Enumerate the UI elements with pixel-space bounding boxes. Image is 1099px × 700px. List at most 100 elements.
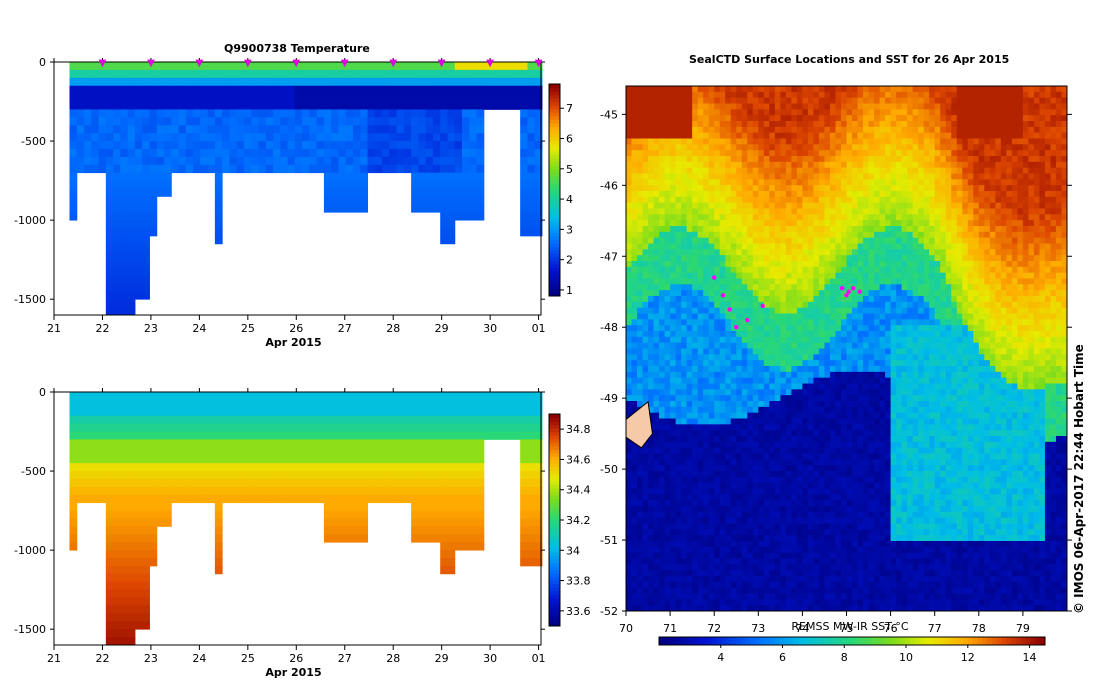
sst-cell [802, 214, 809, 221]
section-cell [411, 148, 419, 158]
section-cell [127, 141, 136, 150]
sst-cell [857, 115, 864, 122]
section-cell [309, 415, 318, 425]
section-cell [527, 526, 536, 535]
section-cell [200, 447, 209, 456]
sst-cell [995, 191, 1002, 198]
section-cell [127, 407, 136, 417]
sst-cell [774, 161, 781, 169]
section-cell [476, 93, 485, 102]
sst-cell [967, 91, 974, 99]
section-cell [142, 565, 150, 575]
sst-cell [1028, 121, 1035, 128]
section-cell [309, 455, 318, 464]
section-cell [200, 101, 209, 110]
sst-cell [648, 237, 654, 244]
section-cell [84, 69, 92, 79]
section-cell [69, 212, 78, 221]
section-cell [345, 148, 354, 158]
section-cell [156, 172, 165, 181]
sst-cell [984, 220, 991, 227]
section-cell [338, 510, 347, 519]
sst-cell [1033, 173, 1040, 180]
sst-cell [995, 86, 1002, 93]
section-cell [178, 77, 187, 87]
section-cell [462, 431, 470, 440]
sst-cell [703, 109, 710, 116]
sst-cell [907, 156, 914, 163]
section-cell [163, 431, 172, 440]
section-cell [374, 431, 383, 440]
section-cell [280, 392, 289, 401]
section-cell [374, 141, 383, 150]
sst-cell [995, 109, 1002, 116]
sst-cell [1028, 150, 1035, 157]
section-cell [200, 62, 209, 71]
section-cell [287, 486, 296, 496]
sst-cell [956, 202, 963, 209]
section-cell [462, 542, 470, 551]
sst-cell [1011, 226, 1018, 233]
section-cell [432, 471, 441, 480]
colorbar-segment [549, 548, 560, 553]
section-cell [360, 423, 369, 432]
section-cell [222, 164, 230, 174]
sst-cell [1044, 161, 1051, 169]
section-cell [534, 423, 543, 432]
sst-cell [813, 150, 820, 157]
sst-cell [818, 156, 825, 163]
sst-cell [835, 185, 842, 192]
sst-cell [807, 214, 814, 221]
sst-cell [874, 161, 880, 169]
sst-cell [774, 255, 781, 262]
sst-cell [675, 121, 682, 128]
section-cell [134, 518, 143, 527]
sst-cell [653, 196, 660, 204]
section-cell [287, 125, 296, 134]
colorbar-segment [549, 463, 560, 468]
sst-cell [752, 243, 759, 250]
section-cell [534, 392, 543, 401]
section-cell [76, 463, 85, 472]
sst-cell [829, 156, 836, 163]
sst-cell [802, 91, 809, 99]
sst-cell [984, 243, 991, 250]
sst-cell [874, 226, 880, 233]
sst-cell [1017, 97, 1024, 104]
section-cell [432, 172, 441, 181]
sst-cell [769, 97, 776, 104]
sst-cell [769, 208, 776, 215]
sst-cell [703, 243, 710, 250]
section-cell [403, 62, 412, 71]
sst-cell [758, 196, 765, 204]
sst-cell [785, 86, 792, 93]
sst-cell [1028, 237, 1035, 244]
section-cell [425, 125, 434, 134]
sst-cell [923, 255, 930, 262]
sst-cell [1017, 237, 1024, 244]
sst-cell [1000, 173, 1007, 180]
sst-cell [1050, 161, 1057, 169]
sst-cell [769, 91, 776, 99]
sst-cell [675, 226, 682, 233]
sst-cell [829, 214, 836, 221]
section-cell [222, 148, 230, 158]
sst-cell [1000, 243, 1007, 250]
sst-cell [852, 202, 858, 209]
sst-cell [995, 150, 1002, 157]
sst-cell [697, 208, 704, 215]
section-cell [382, 62, 390, 71]
sst-cell [1044, 208, 1051, 215]
sst-cell [1028, 231, 1035, 239]
section-cell [149, 471, 158, 480]
sst-cell [840, 237, 847, 244]
section-cell [134, 526, 143, 535]
section-cell [207, 399, 216, 409]
section-cell [178, 69, 187, 79]
sst-cell [653, 126, 660, 134]
sst-cell [1006, 173, 1013, 180]
sst-cell [785, 255, 792, 262]
section-cell [69, 392, 78, 401]
section-cell [149, 188, 158, 197]
sst-cell [1011, 185, 1018, 192]
